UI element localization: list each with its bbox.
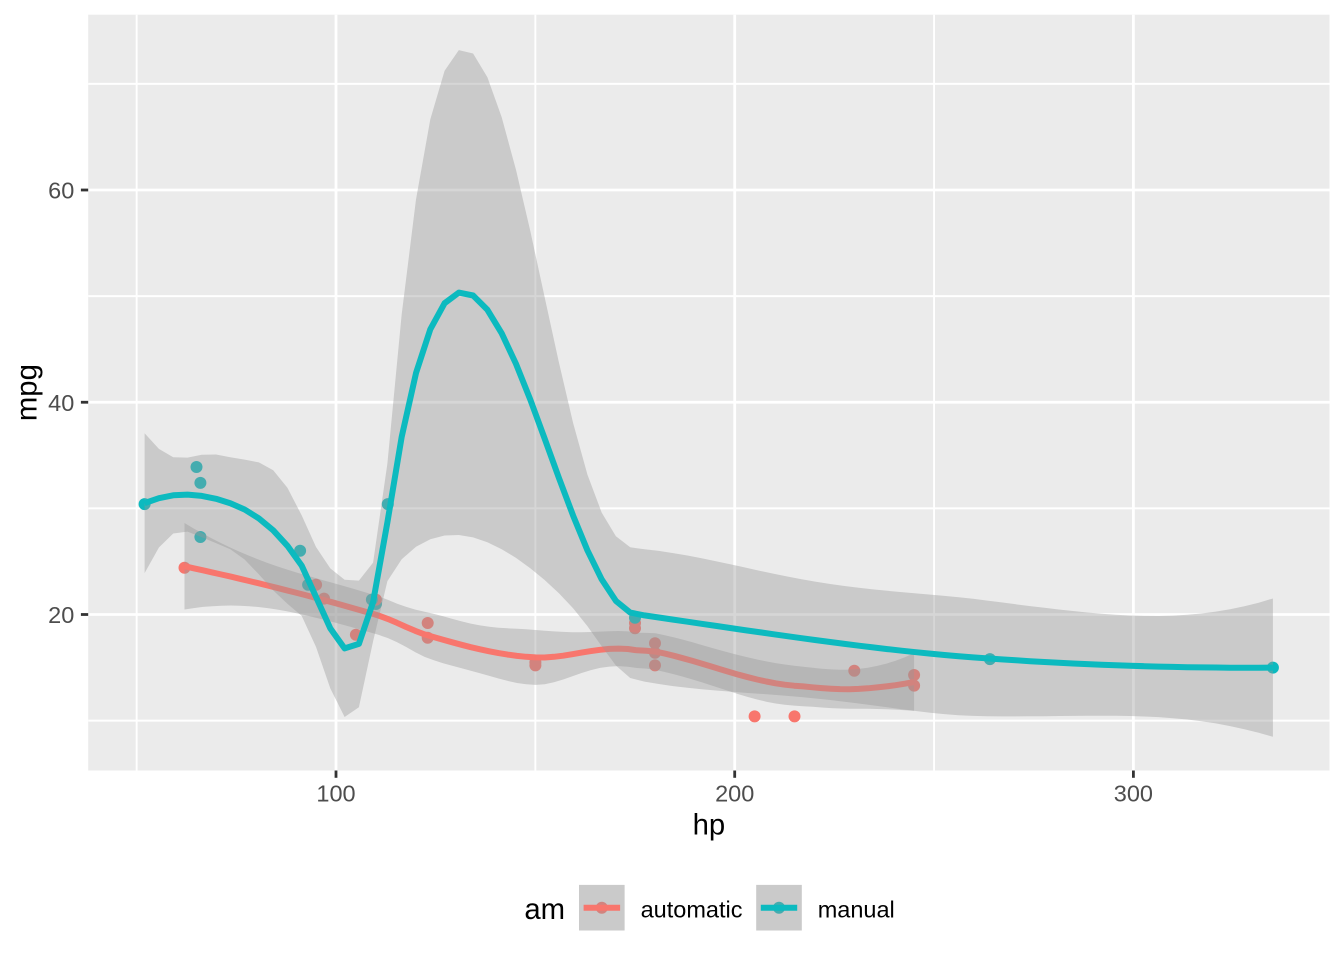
svg-text:hp: hp [693, 808, 726, 841]
svg-text:100: 100 [316, 780, 355, 806]
svg-text:60: 60 [48, 178, 74, 204]
svg-text:20: 20 [48, 602, 74, 628]
svg-text:40: 40 [48, 390, 74, 416]
svg-text:manual: manual [818, 897, 895, 923]
svg-text:300: 300 [1114, 780, 1153, 806]
svg-text:automatic: automatic [641, 897, 743, 923]
svg-text:mpg: mpg [10, 364, 43, 421]
svg-text:am: am [524, 893, 565, 926]
svg-text:200: 200 [715, 780, 754, 806]
